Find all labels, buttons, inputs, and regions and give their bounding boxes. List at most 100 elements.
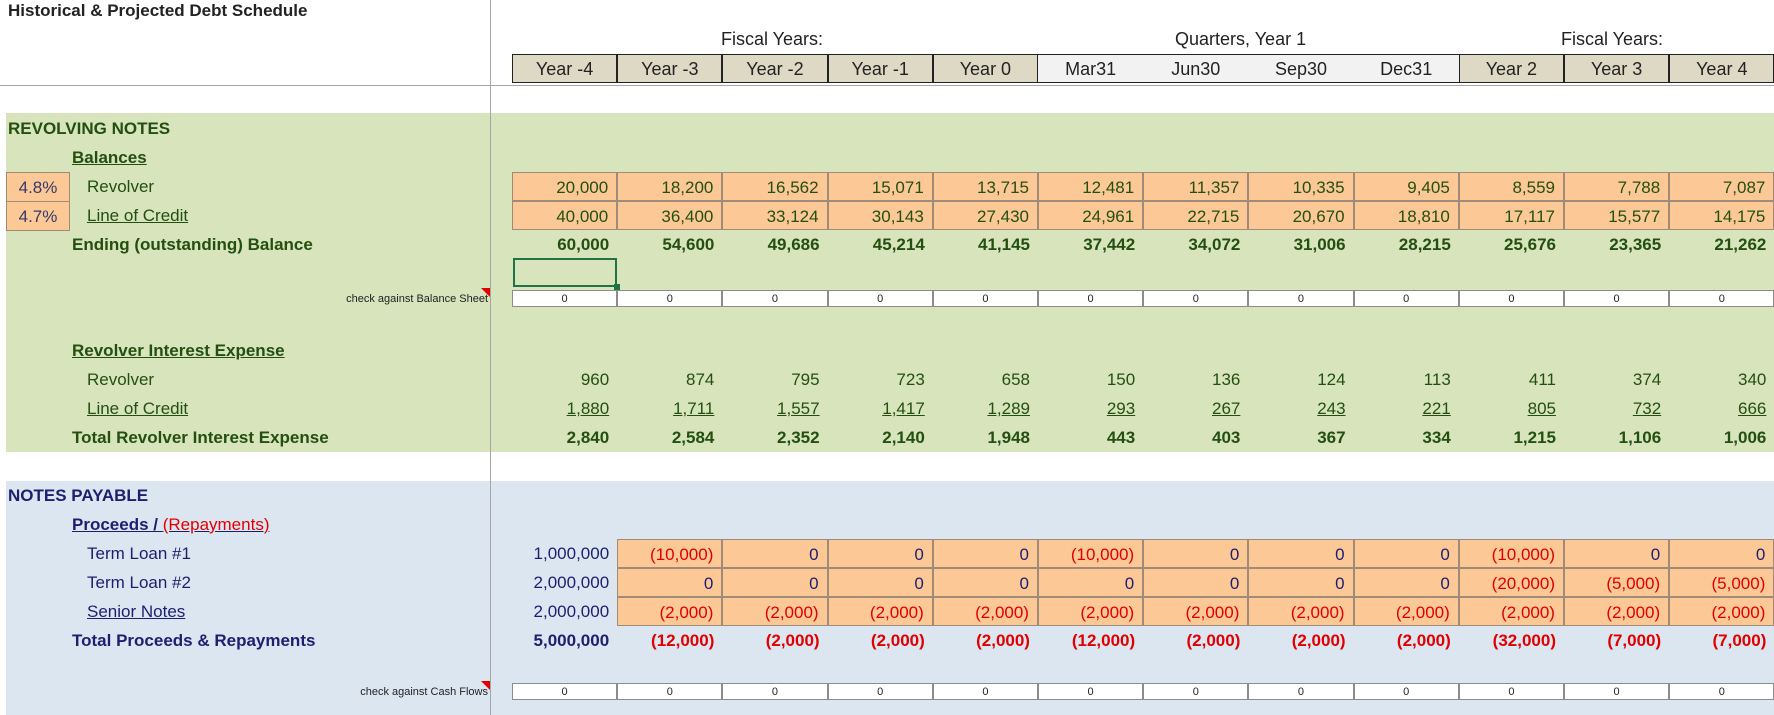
value-cell[interactable]: (5,000) — [1564, 568, 1670, 597]
value-cell[interactable]: 34,072 — [1188, 235, 1241, 254]
fill-handle[interactable] — [614, 284, 620, 290]
value-cell[interactable]: 9,405 — [1353, 172, 1459, 201]
check-cell[interactable]: 0 — [1248, 290, 1354, 307]
value-cell[interactable]: 18,810 — [1353, 201, 1459, 230]
value-cell[interactable]: 0 — [1353, 539, 1459, 568]
value-cell[interactable]: (2,000) — [617, 597, 723, 626]
value-cell[interactable]: 243 — [1317, 399, 1346, 418]
column-header[interactable]: Year 4 — [1669, 54, 1774, 83]
value-cell[interactable]: 10,335 — [1248, 172, 1354, 201]
check-cell[interactable]: 0 — [1564, 290, 1670, 307]
value-cell[interactable]: 15,071 — [827, 172, 933, 201]
check-cell[interactable]: 0 — [1458, 683, 1564, 700]
value-cell[interactable]: 658 — [1001, 370, 1030, 389]
check-cell[interactable]: 0 — [1143, 683, 1249, 700]
value-cell[interactable]: 0 — [1669, 539, 1774, 568]
value-cell[interactable]: (10,000) — [1038, 539, 1144, 568]
value-cell[interactable]: (5,000) — [1669, 568, 1774, 597]
value-cell[interactable]: 1,000,000 — [533, 544, 610, 563]
value-cell[interactable]: 805 — [1527, 399, 1556, 418]
check-cell[interactable]: 0 — [827, 290, 933, 307]
check-cell[interactable]: 0 — [1038, 683, 1144, 700]
value-cell[interactable]: (2,000) — [765, 631, 820, 650]
value-cell[interactable]: 60,000 — [557, 235, 610, 254]
value-cell[interactable]: 1,711 — [673, 399, 715, 418]
comment-indicator-icon[interactable] — [481, 681, 490, 690]
column-header[interactable]: Sep30 — [1248, 54, 1354, 83]
check-cell[interactable]: 0 — [1564, 683, 1670, 700]
value-cell[interactable]: (7,000) — [1607, 631, 1662, 650]
value-cell[interactable]: 14,175 — [1669, 201, 1774, 230]
check-cell[interactable]: 0 — [1669, 683, 1774, 700]
value-cell[interactable]: 2,000,000 — [533, 573, 610, 592]
column-header[interactable]: Jun30 — [1143, 54, 1249, 83]
value-cell[interactable]: (12,000) — [1071, 631, 1136, 650]
value-cell[interactable]: (2,000) — [1458, 597, 1564, 626]
comment-indicator-icon[interactable] — [481, 288, 490, 297]
value-cell[interactable]: 1,557 — [777, 399, 820, 418]
value-cell[interactable]: 340 — [1738, 370, 1767, 389]
value-cell[interactable]: 11,357 — [1143, 172, 1249, 201]
check-cell[interactable]: 0 — [827, 683, 933, 700]
value-cell[interactable]: (2,000) — [1186, 631, 1241, 650]
value-cell[interactable]: 8,559 — [1458, 172, 1564, 201]
value-cell[interactable]: 37,442 — [1083, 235, 1136, 254]
value-cell[interactable]: 21,262 — [1714, 235, 1767, 254]
check-cell[interactable]: 0 — [1038, 290, 1144, 307]
column-header[interactable]: Year -2 — [722, 54, 828, 83]
value-cell[interactable]: 12,481 — [1038, 172, 1144, 201]
check-cell[interactable]: 0 — [1353, 290, 1459, 307]
value-cell[interactable]: 732 — [1632, 399, 1662, 418]
value-cell[interactable]: 1,006 — [1723, 428, 1767, 447]
value-cell[interactable]: (2,000) — [1353, 597, 1459, 626]
value-cell[interactable]: 33,124 — [722, 201, 828, 230]
value-cell[interactable]: 2,000,000 — [533, 602, 610, 621]
value-cell[interactable]: 113 — [1423, 370, 1451, 389]
value-cell[interactable]: 28,215 — [1398, 235, 1451, 254]
value-cell[interactable]: 267 — [1212, 399, 1241, 418]
value-cell[interactable]: 374 — [1632, 370, 1662, 389]
value-cell[interactable]: 0 — [1143, 568, 1249, 597]
column-header[interactable]: Dec31 — [1353, 54, 1459, 83]
value-cell[interactable]: 0 — [827, 539, 933, 568]
value-cell[interactable]: 334 — [1422, 428, 1451, 447]
value-cell[interactable]: (20,000) — [1458, 568, 1564, 597]
value-cell[interactable]: 24,961 — [1038, 201, 1144, 230]
value-cell[interactable]: 367 — [1317, 428, 1346, 447]
value-cell[interactable]: (32,000) — [1492, 631, 1556, 650]
value-cell[interactable]: 150 — [1106, 370, 1136, 389]
value-cell[interactable]: 40,000 — [512, 201, 618, 230]
value-cell[interactable]: 20,670 — [1248, 201, 1354, 230]
value-cell[interactable]: (2,000) — [870, 631, 925, 650]
value-cell[interactable]: 0 — [1248, 539, 1354, 568]
value-cell[interactable]: 45,214 — [872, 235, 925, 254]
check-cell[interactable]: 0 — [617, 290, 723, 307]
check-cell[interactable]: 0 — [932, 683, 1038, 700]
value-cell[interactable]: 1,215 — [1513, 428, 1556, 447]
check-cell[interactable]: 0 — [932, 290, 1038, 307]
value-cell[interactable]: 7,788 — [1564, 172, 1670, 201]
check-cell[interactable]: 0 — [1353, 683, 1459, 700]
value-cell[interactable]: 443 — [1106, 428, 1136, 447]
value-cell[interactable]: 411 — [1528, 370, 1556, 389]
value-cell[interactable]: 2,584 — [671, 428, 715, 447]
value-cell[interactable]: 31,006 — [1293, 235, 1346, 254]
value-cell[interactable]: (10,000) — [1458, 539, 1564, 568]
revolver-rate-input[interactable]: 4.8% — [6, 172, 70, 202]
value-cell[interactable]: (12,000) — [651, 631, 715, 650]
value-cell[interactable]: 0 — [722, 568, 828, 597]
column-header[interactable]: Year -1 — [827, 54, 933, 83]
value-cell[interactable]: 17,117 — [1458, 201, 1564, 230]
check-cell[interactable]: 0 — [722, 290, 828, 307]
column-header[interactable]: Year -3 — [617, 54, 723, 83]
value-cell[interactable]: 0 — [1248, 568, 1354, 597]
value-cell[interactable]: 25,676 — [1503, 235, 1556, 254]
value-cell[interactable]: 0 — [932, 568, 1038, 597]
value-cell[interactable]: 0 — [722, 539, 828, 568]
value-cell[interactable]: 0 — [617, 568, 723, 597]
loc-rate-input[interactable]: 4.7% — [6, 201, 70, 231]
column-header[interactable]: Year 3 — [1564, 54, 1670, 83]
value-cell[interactable]: (2,000) — [1669, 597, 1774, 626]
value-cell[interactable]: (2,000) — [1038, 597, 1144, 626]
value-cell[interactable]: 2,840 — [566, 428, 610, 447]
